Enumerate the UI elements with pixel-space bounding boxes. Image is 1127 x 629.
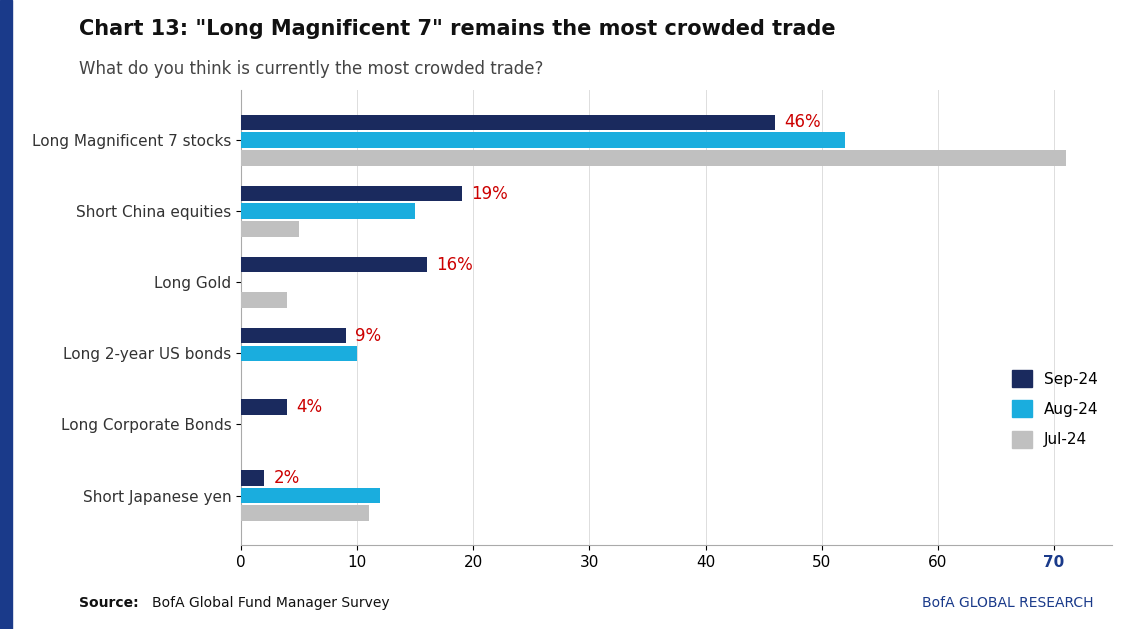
Text: 9%: 9% [355, 326, 381, 345]
Text: BofA GLOBAL RESEARCH: BofA GLOBAL RESEARCH [922, 596, 1093, 610]
Text: BofA Global Fund Manager Survey: BofA Global Fund Manager Survey [152, 596, 390, 610]
Bar [241, 470, 264, 486]
Bar [241, 487, 380, 503]
Text: 4%: 4% [296, 398, 322, 416]
Bar [241, 132, 845, 148]
Bar [241, 328, 346, 343]
Text: 46%: 46% [784, 113, 822, 131]
Text: What do you think is currently the most crowded trade?: What do you think is currently the most … [79, 60, 543, 78]
Bar [241, 257, 427, 272]
Text: 19%: 19% [471, 184, 507, 203]
Text: Source:: Source: [79, 596, 143, 610]
Bar [241, 399, 287, 415]
Text: 2%: 2% [274, 469, 300, 487]
Bar [241, 345, 357, 361]
Text: 16%: 16% [436, 255, 473, 274]
Bar [241, 114, 775, 130]
Bar [241, 221, 299, 237]
Text: Chart 13: "Long Magnificent 7" remains the most crowded trade: Chart 13: "Long Magnificent 7" remains t… [79, 19, 835, 39]
Bar [241, 186, 462, 201]
Bar [241, 292, 287, 308]
Legend: Sep-24, Aug-24, Jul-24: Sep-24, Aug-24, Jul-24 [1005, 364, 1104, 454]
Bar [241, 150, 1065, 166]
Bar [241, 506, 369, 521]
Bar [241, 203, 415, 219]
